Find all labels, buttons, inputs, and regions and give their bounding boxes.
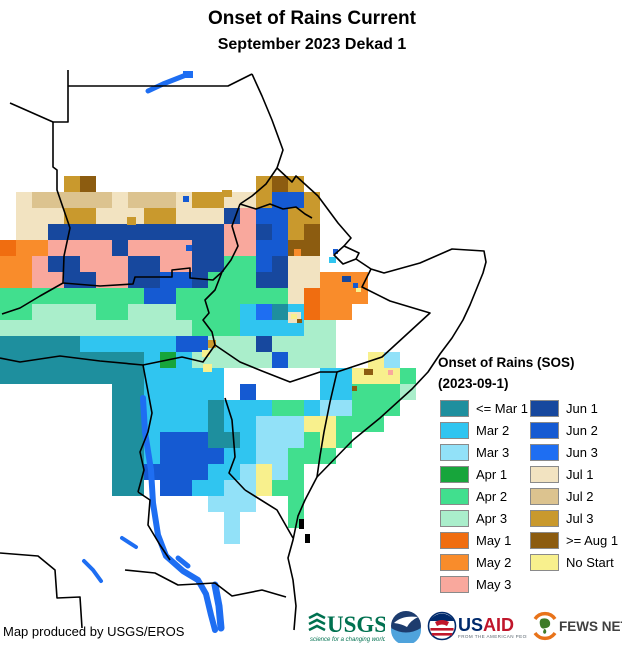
legend-item: Jun 1	[530, 400, 618, 418]
fewsnet-wordmark: FEWS NET	[559, 619, 622, 634]
page-subtitle: September 2023 Dekad 1	[217, 36, 407, 53]
credit-text: Map produced by USGS/EROS	[3, 624, 185, 639]
legend-label: Apr 1	[476, 467, 508, 483]
legend-item: >= Aug 1	[530, 532, 619, 550]
usgs-tagline: science for a changing world	[310, 637, 385, 643]
legend-item: May 2	[440, 554, 528, 572]
legend-item: <= Mar 1	[440, 400, 529, 418]
legend-item: Jul 3	[530, 510, 618, 528]
legend-item: Jun 3	[530, 444, 618, 462]
legend-swatch	[530, 400, 559, 418]
legend-swatch	[440, 488, 469, 506]
legend-item: Mar 3	[440, 444, 528, 462]
legend-swatch	[440, 422, 469, 440]
usaid-tagline: FROM THE AMERICAN PEOPLE	[458, 634, 527, 639]
legend-swatch	[440, 466, 469, 484]
legend-label: May 1	[476, 533, 512, 549]
legend-swatch	[440, 400, 469, 418]
legend-item: Apr 2	[440, 488, 528, 506]
legend-column-right: Jun 1 Jun 2 Jun 3 Jul 1 Jul 2 Jul 3 >= Aug 1 No…	[530, 400, 618, 576]
legend-item: Apr 3	[440, 510, 528, 528]
legend-title-line1: Onset of Rains (SOS)	[438, 355, 575, 370]
page-title: Onset of Rains Current	[208, 8, 416, 29]
usaid-logo: USAID FROM THE AMERICAN PEOPLE	[427, 611, 527, 641]
legend-label: Jul 2	[566, 489, 594, 505]
legend-swatch	[530, 466, 559, 484]
legend-label: Jun 2	[566, 423, 598, 439]
legend-label: Jun 3	[566, 445, 598, 461]
legend-item: Jun 2	[530, 422, 618, 440]
legend-swatch	[530, 422, 559, 440]
legend-label: Mar 2	[476, 423, 510, 439]
legend-label: May 3	[476, 577, 512, 593]
legend-label: Mar 3	[476, 445, 510, 461]
legend-label: May 2	[476, 555, 512, 571]
fewsnet-globe-icon	[533, 612, 557, 640]
legend-swatch	[440, 532, 469, 550]
usaid-seal-icon	[427, 611, 457, 641]
legend-label: Jun 1	[566, 401, 598, 417]
legend-swatch	[530, 488, 559, 506]
legend-columns: <= Mar 1 Mar 2 Mar 3 Apr 1 Apr 2 Apr 3 May 1 Ma…	[438, 400, 624, 600]
legend-label: No Start	[566, 555, 614, 571]
legend-swatch	[440, 510, 469, 528]
legend-item: No Start	[530, 554, 618, 572]
legend-item: May 3	[440, 576, 528, 594]
legend-swatch	[530, 510, 559, 528]
legend-swatch	[440, 444, 469, 462]
usgs-wave-icon	[308, 612, 326, 632]
legend-label: <= Mar 1	[476, 401, 529, 417]
svg-text:USAID: USAID	[458, 615, 514, 635]
legend-item: Jul 2	[530, 488, 618, 506]
usgs-wordmark: USGS	[327, 612, 385, 637]
legend-item: May 1	[440, 532, 528, 550]
legend-item: Mar 2	[440, 422, 528, 440]
usaid-wordmark-aid: AID	[483, 615, 514, 635]
legend-swatch	[530, 444, 559, 462]
usgs-logo: USGS science for a changing world	[308, 612, 385, 643]
legend-swatch	[530, 532, 559, 550]
legend-label: Apr 3	[476, 511, 508, 527]
legend-item: Jul 1	[530, 466, 618, 484]
noaa-logo	[391, 611, 421, 643]
legend-label: Jul 1	[566, 467, 594, 483]
legend-label: Apr 2	[476, 489, 508, 505]
legend-title-line2: (2023-09-1)	[438, 376, 509, 391]
usaid-wordmark-us: US	[458, 615, 483, 635]
legend: Onset of Rains (SOS) (2023-09-1) <= Mar …	[438, 352, 624, 600]
noaa-bird-icon	[394, 616, 418, 627]
legend-column-left: <= Mar 1 Mar 2 Mar 3 Apr 1 Apr 2 Apr 3 May 1 Ma…	[440, 400, 528, 598]
fewsnet-logo: FEWS NET	[533, 612, 622, 640]
legend-label: Jul 3	[566, 511, 594, 527]
legend-label: >= Aug 1	[566, 533, 619, 549]
legend-swatch	[440, 554, 469, 572]
legend-swatch	[440, 576, 469, 594]
legend-item: Apr 1	[440, 466, 528, 484]
footer-logos: USGS science for a changing world USAID …	[307, 608, 622, 644]
legend-swatch	[530, 554, 559, 572]
